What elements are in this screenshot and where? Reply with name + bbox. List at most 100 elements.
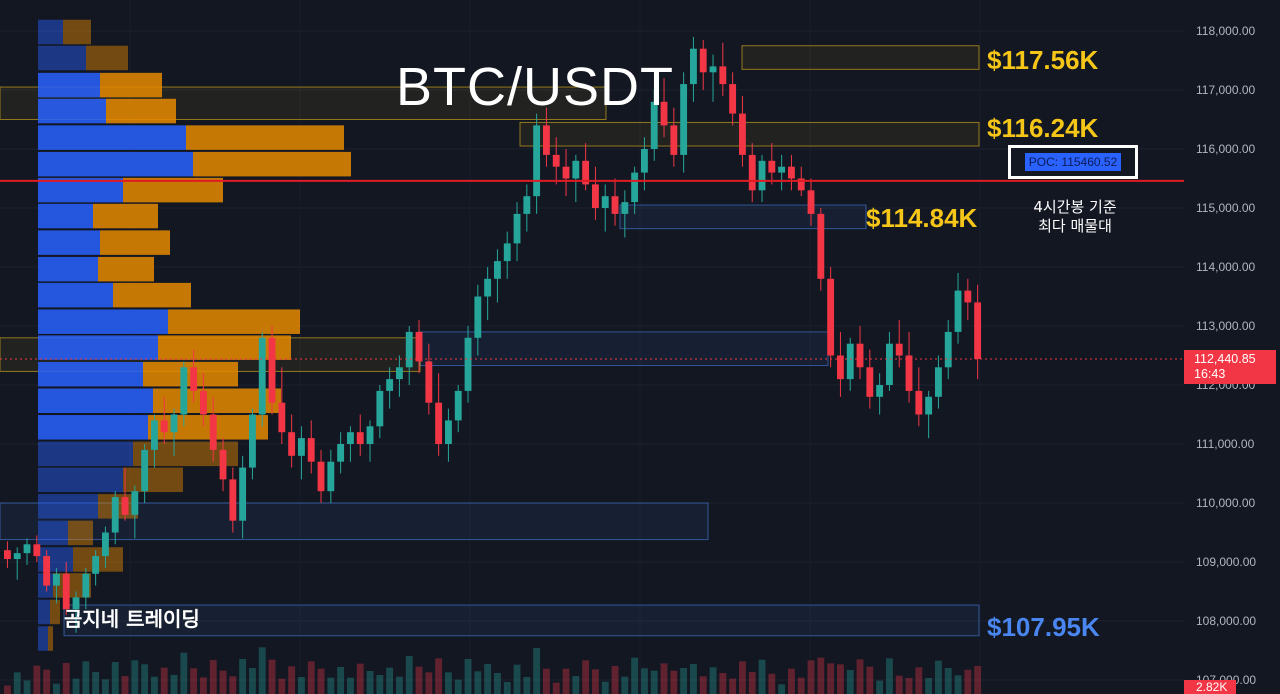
current-price: 112,440.85 [1194, 352, 1256, 366]
candle-body [170, 414, 178, 433]
volume-bar [533, 648, 541, 694]
poc-label: POC: 115460.52 [1024, 153, 1122, 171]
vp-buy-bar [38, 177, 123, 203]
volume-bar [905, 678, 913, 694]
vp-buy-bar [38, 467, 123, 493]
volume-bar [768, 673, 776, 694]
volume-bar [670, 670, 678, 694]
volume-bar [582, 660, 590, 694]
y-tick-label: 109,000.00 [1196, 555, 1256, 569]
candle-body [660, 101, 668, 126]
candle-body [827, 278, 835, 356]
candle-body [33, 544, 41, 557]
vp-buy-bar [38, 415, 148, 440]
candle-body [846, 343, 854, 380]
vp-sell-bar [123, 177, 223, 203]
bar-countdown: 16:43 [1194, 367, 1226, 381]
vp-buy-bar [38, 282, 113, 308]
candle-body [347, 432, 354, 444]
candle-body [788, 166, 795, 179]
candle-body [778, 166, 786, 173]
volume-bar [621, 676, 629, 694]
vp-sell-bar [100, 72, 162, 98]
candle-body [856, 343, 864, 368]
volume-bar [954, 675, 962, 694]
candle-body [690, 48, 697, 85]
candle-body [298, 438, 305, 456]
volume-bar [4, 685, 11, 694]
volume-bar [219, 670, 227, 694]
volume-bar [23, 680, 31, 694]
volume-bar [298, 677, 305, 694]
candle-body [533, 125, 541, 197]
volume-bar [513, 664, 521, 694]
volume-bar [229, 676, 237, 694]
candle-body [513, 213, 521, 244]
volume-bar [494, 673, 501, 694]
candle-body [53, 573, 60, 586]
candle-body [396, 367, 403, 380]
candle-body [494, 261, 501, 279]
candle-body [141, 449, 149, 492]
vp-sell-bar [148, 415, 268, 440]
volume-bar [425, 672, 433, 694]
candle-body [719, 66, 727, 85]
volume-bar [660, 663, 668, 694]
vp-sell-bar [100, 230, 170, 255]
candle-body [601, 196, 609, 208]
volume-bar [151, 676, 158, 694]
volume-bar [915, 667, 923, 694]
candle-body [680, 84, 688, 155]
vp-sell-bar [68, 520, 93, 546]
vp-sell-bar [186, 125, 344, 150]
volume-bar [709, 667, 717, 694]
volume-bar [650, 670, 658, 694]
vp-buy-bar [38, 125, 186, 150]
candle-body [876, 385, 884, 397]
volume-bar [268, 659, 276, 694]
candle-body [288, 432, 296, 456]
volume-bar [356, 663, 364, 694]
candle-body [23, 544, 31, 554]
candle-body [621, 202, 629, 214]
candle-body [160, 420, 168, 433]
volume-bar [523, 677, 531, 694]
volume-bar [33, 665, 41, 694]
vp-buy-bar [38, 335, 158, 360]
candle-body [13, 553, 21, 560]
candle-body [356, 432, 364, 444]
candle-body [239, 467, 247, 521]
volume-bar [611, 666, 619, 694]
vp-sell-bar [123, 467, 183, 493]
volume-bar [572, 676, 580, 694]
candle-body [631, 172, 639, 203]
candle-body [768, 160, 776, 173]
y-tick-label: 115,000.00 [1196, 201, 1255, 215]
current-volume-tag: 2.82K [1184, 680, 1236, 694]
zone-yellow [519, 121, 980, 147]
price-axis[interactable]: 118,000.00 117,000.00 116,000.00 115,000.00… [1196, 24, 1256, 687]
volume-bar [739, 661, 746, 694]
volume-bar [415, 666, 423, 694]
candle-body [317, 461, 325, 492]
level-label-116k: $116.24K [987, 113, 1099, 143]
vp-buy-bar [38, 309, 168, 334]
candle-body [121, 497, 129, 515]
y-tick-label: 114,000.00 [1196, 260, 1255, 274]
volume-bar [327, 677, 335, 694]
volume-bar [435, 658, 443, 694]
candle-body [709, 66, 717, 73]
volume-bar [337, 667, 345, 694]
candle-body [484, 278, 492, 297]
candle-body [905, 355, 913, 391]
volume-bars [4, 647, 982, 694]
volume-bar [503, 682, 511, 694]
candle-body [405, 331, 413, 368]
volume-bar [474, 671, 482, 694]
candle-body [102, 532, 109, 557]
poc-badge: POC: 115460.52 [1008, 145, 1138, 179]
candle-body [209, 414, 217, 450]
volume-bar [209, 660, 217, 694]
volume-bar [62, 663, 70, 694]
